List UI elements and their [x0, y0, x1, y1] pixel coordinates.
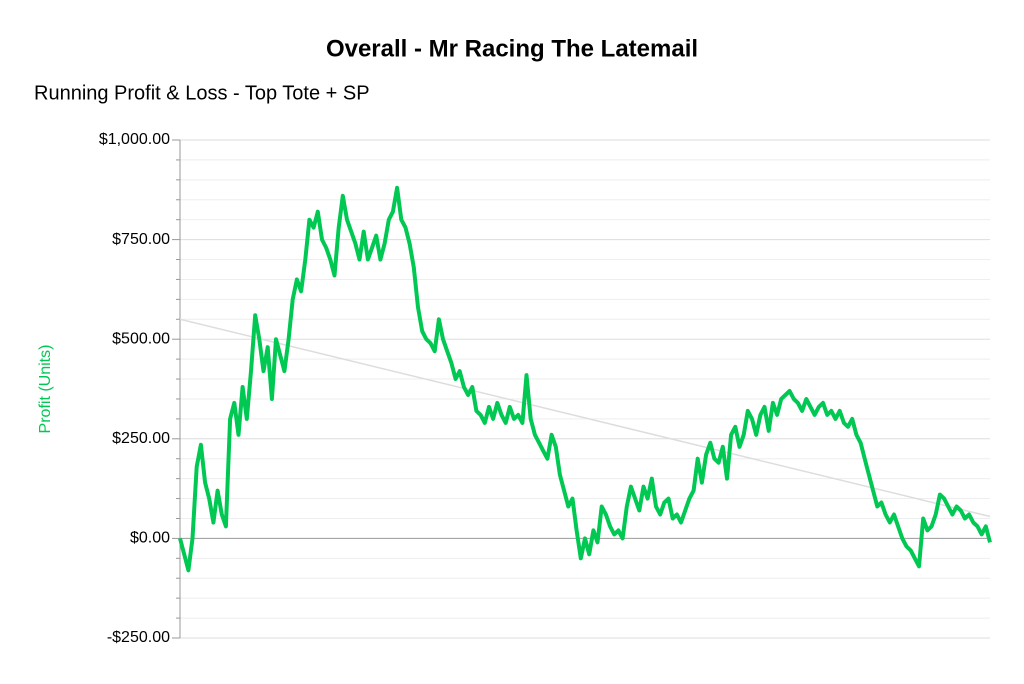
- y-tick-label: $250.00: [112, 430, 170, 447]
- y-axis-label: Profit (Units): [37, 345, 54, 434]
- y-tick-label: -$250.00: [107, 629, 170, 646]
- data-line: [178, 185, 992, 573]
- y-tick-label: $0.00: [130, 530, 170, 547]
- chart-title: Overall - Mr Racing The Latemail: [326, 35, 698, 62]
- y-tick-label: $500.00: [112, 330, 170, 347]
- trend-line: [179, 318, 991, 518]
- chart-subtitle: Running Profit & Loss - Top Tote + SP: [34, 82, 370, 104]
- y-tick-label: $1,000.00: [99, 131, 170, 148]
- y-tick-label: $750.00: [112, 231, 170, 248]
